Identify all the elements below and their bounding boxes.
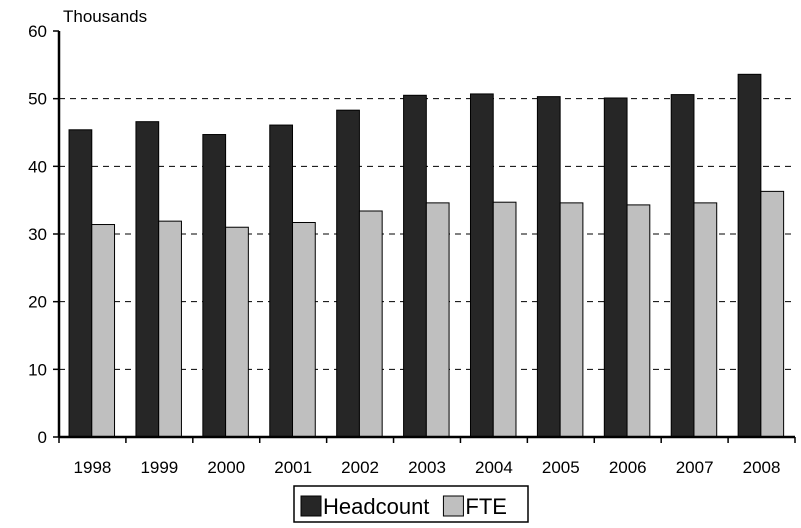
bar-fte-2004 — [492, 201, 517, 438]
x-tick-label: 2004 — [475, 458, 513, 477]
x-tick-label: 2006 — [609, 458, 647, 477]
bar-fte-2008 — [760, 190, 785, 438]
x-tick-label: 2008 — [743, 458, 781, 477]
bar-fte-1998 — [91, 224, 116, 438]
bar-headcount-2006 — [603, 97, 628, 438]
bar-fte-2000 — [225, 226, 249, 438]
y-tick-label: 60 — [28, 22, 47, 41]
bar-headcount-1999 — [135, 121, 160, 438]
y-tick-label: 10 — [28, 360, 47, 379]
legend-swatch-fte — [442, 495, 464, 517]
bar-fte-2002 — [358, 210, 383, 438]
x-tick-label: 2005 — [542, 458, 580, 477]
bar-fte-1999 — [158, 220, 182, 438]
bar-fte-2005 — [559, 202, 584, 438]
x-tick-label: 1999 — [140, 458, 178, 477]
bars — [68, 73, 785, 438]
x-tick-label: 1998 — [74, 458, 112, 477]
bar-headcount-2004 — [469, 93, 494, 438]
y-tick-label: 30 — [28, 225, 47, 244]
bar-headcount-2001 — [269, 124, 294, 438]
bar-fte-2001 — [292, 221, 316, 438]
x-tick-label: 2002 — [341, 458, 379, 477]
bar-headcount-2005 — [536, 96, 561, 438]
bar-headcount-2003 — [403, 94, 427, 438]
bar-fte-2006 — [626, 204, 651, 438]
bar-headcount-1998 — [68, 129, 93, 438]
bar-headcount-2002 — [336, 109, 360, 438]
bar-headcount-2007 — [670, 94, 695, 438]
x-tick-label: 2003 — [408, 458, 446, 477]
y-tick-label: 0 — [38, 428, 47, 447]
axes: 0 10 20 30 40 50 60 1998 1999 2000 2001 2002 2003 200… — [28, 22, 796, 477]
x-tick-label: 2001 — [274, 458, 312, 477]
y-tick-label: 50 — [28, 90, 47, 109]
bar-fte-2007 — [693, 202, 718, 438]
x-tick-label: 2007 — [676, 458, 714, 477]
bar-headcount-2000 — [202, 134, 227, 438]
legend-box — [293, 485, 529, 523]
legend: Headcount FTE — [293, 485, 529, 523]
legend-label-fte: FTE — [465, 494, 507, 519]
bar-headcount-2008 — [737, 73, 762, 438]
bar-fte-2003 — [425, 202, 450, 438]
x-tick-label: 2000 — [207, 458, 245, 477]
legend-label-headcount: Headcount — [323, 494, 429, 519]
legend-swatch-headcount — [300, 495, 322, 517]
y-tick-label: 20 — [28, 293, 47, 312]
y-tick-label: 40 — [28, 157, 47, 176]
y-axis-unit-label: Thousands — [63, 7, 147, 26]
